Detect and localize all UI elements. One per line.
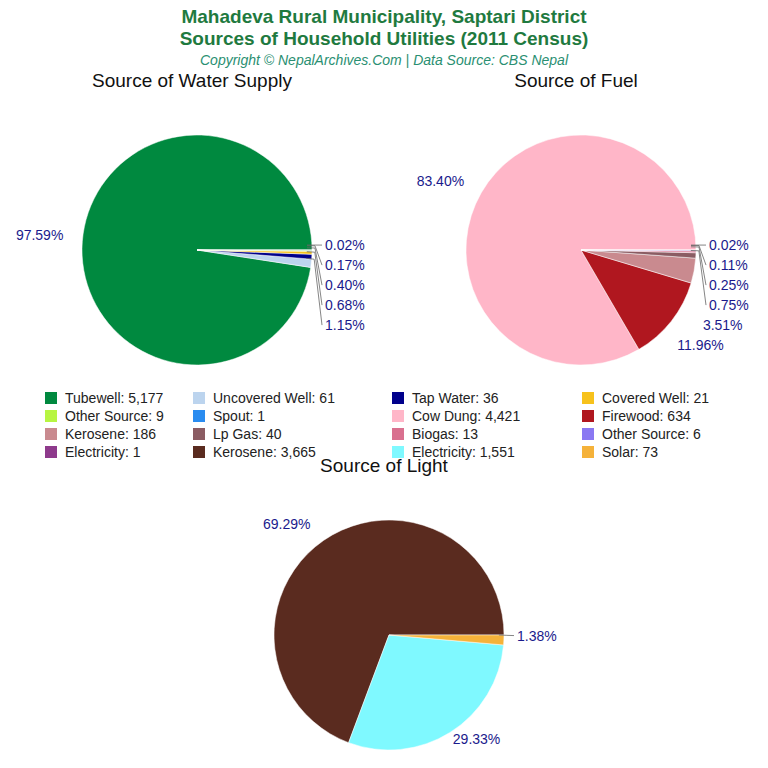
html-text:Solar: 73: Solar: 73 (602, 444, 658, 460)
html-text:Lp Gas: 40: Lp Gas: 40 (213, 426, 282, 442)
html-text:Tap Water: 36: Tap Water: 36 (412, 390, 499, 406)
html-text:Source of Light: Source of Light (320, 455, 448, 476)
svg-text:1.38%: 1.38% (517, 628, 557, 644)
svg-text:0.68%: 0.68% (325, 297, 365, 313)
html-text:Biogas: 13: Biogas: 13 (412, 426, 479, 442)
html-text:Kerosene: 3,665: Kerosene: 3,665 (213, 444, 316, 460)
svg-text:0.02%: 0.02% (325, 237, 365, 253)
html-text:Other Source: 6: Other Source: 6 (602, 426, 701, 442)
svg-text:1.15%: 1.15% (325, 317, 365, 333)
html-text:Uncovered Well: 61: Uncovered Well: 61 (213, 390, 335, 406)
html-text:Electricity: 1,551: Electricity: 1,551 (412, 444, 515, 460)
svg-text:3.51%: 3.51% (703, 317, 743, 333)
html-text:Spout: 1: Spout: 1 (213, 408, 266, 424)
html-text:Kerosene: 186: Kerosene: 186 (65, 426, 157, 442)
html-text:Mahadeva Rural Municipality, S: Mahadeva Rural Municipality, Saptari Dis… (181, 6, 587, 27)
html-text:Electricity: 1: Electricity: 1 (65, 444, 141, 460)
html-text:Other Source: 9: Other Source: 9 (65, 408, 164, 424)
html-text:Copyright © NepalArchives.Com: Copyright © NepalArchives.Com | Data Sou… (200, 52, 568, 68)
html-text:Sources of Household Utilities: Sources of Household Utilities (2011 Cen… (179, 28, 589, 49)
html-text:Cow Dung: 4,421: Cow Dung: 4,421 (412, 408, 521, 424)
svg-text:0.11%: 0.11% (709, 257, 748, 273)
html-text:Source of Water Supply: Source of Water Supply (92, 70, 292, 91)
svg-text:0.02%: 0.02% (709, 237, 749, 253)
html-text:Firewood: 634: Firewood: 634 (602, 408, 691, 424)
svg-text:0.17%: 0.17% (325, 257, 365, 273)
svg-text:0.75%: 0.75% (709, 297, 749, 313)
html-text:Tubewell: 5,177: Tubewell: 5,177 (65, 390, 164, 406)
svg-text:0.40%: 0.40% (325, 277, 365, 293)
html-text:Covered Well: 21: Covered Well: 21 (602, 390, 710, 406)
svg-text:83.40%: 83.40% (417, 173, 464, 189)
svg-text:29.33%: 29.33% (453, 731, 500, 747)
svg-text:69.29%: 69.29% (263, 516, 310, 532)
svg-text:0.25%: 0.25% (709, 277, 749, 293)
html-text:Source of Fuel: Source of Fuel (514, 70, 638, 91)
svg-text:97.59%: 97.59% (16, 227, 63, 243)
svg-text:11.96%: 11.96% (677, 337, 723, 353)
